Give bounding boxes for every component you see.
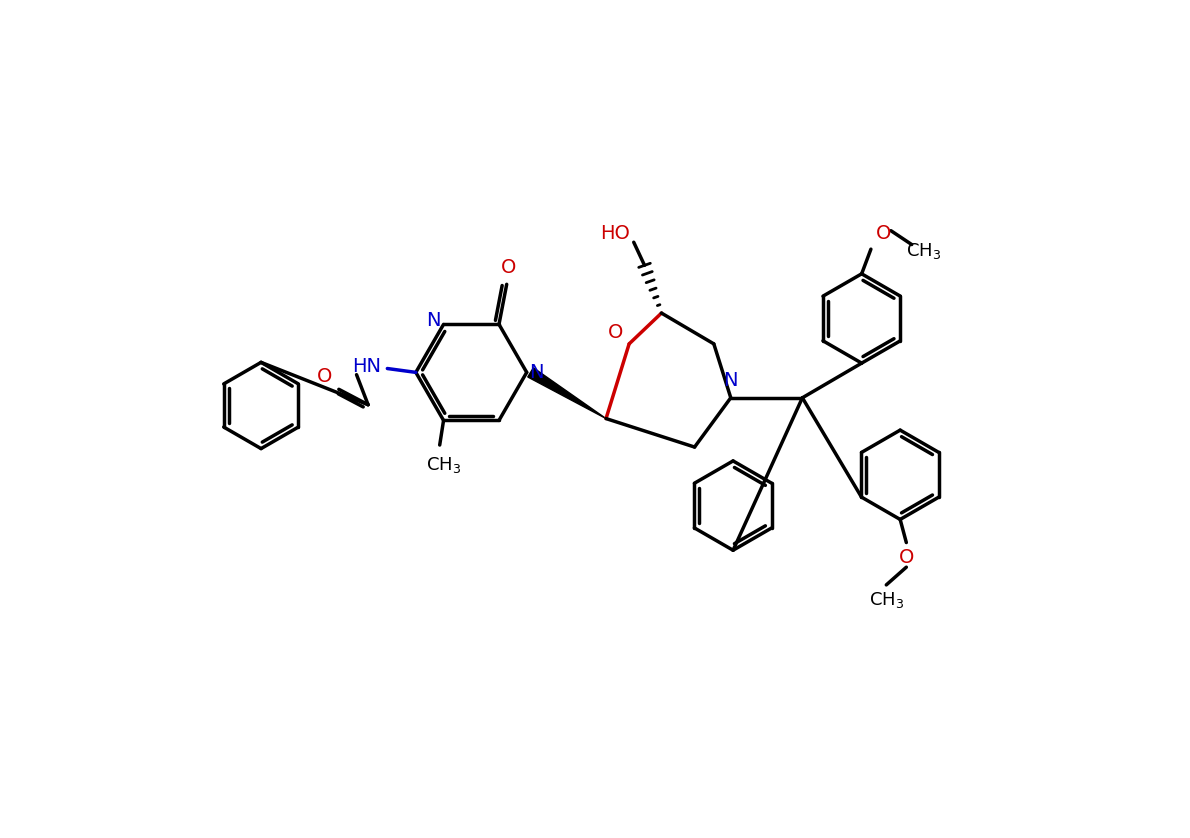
Text: O: O xyxy=(501,258,516,277)
Text: CH$_3$: CH$_3$ xyxy=(426,455,462,475)
Text: HN: HN xyxy=(352,358,381,376)
Text: HO: HO xyxy=(600,224,631,242)
Text: O: O xyxy=(898,548,914,567)
Text: O: O xyxy=(876,225,891,243)
Text: CH$_3$: CH$_3$ xyxy=(906,241,941,261)
Text: CH$_3$: CH$_3$ xyxy=(869,590,904,610)
Text: N: N xyxy=(724,371,738,391)
Text: O: O xyxy=(318,367,333,385)
Text: O: O xyxy=(608,323,622,342)
Polygon shape xyxy=(527,368,606,418)
Text: N: N xyxy=(530,363,544,382)
Text: N: N xyxy=(426,311,440,330)
